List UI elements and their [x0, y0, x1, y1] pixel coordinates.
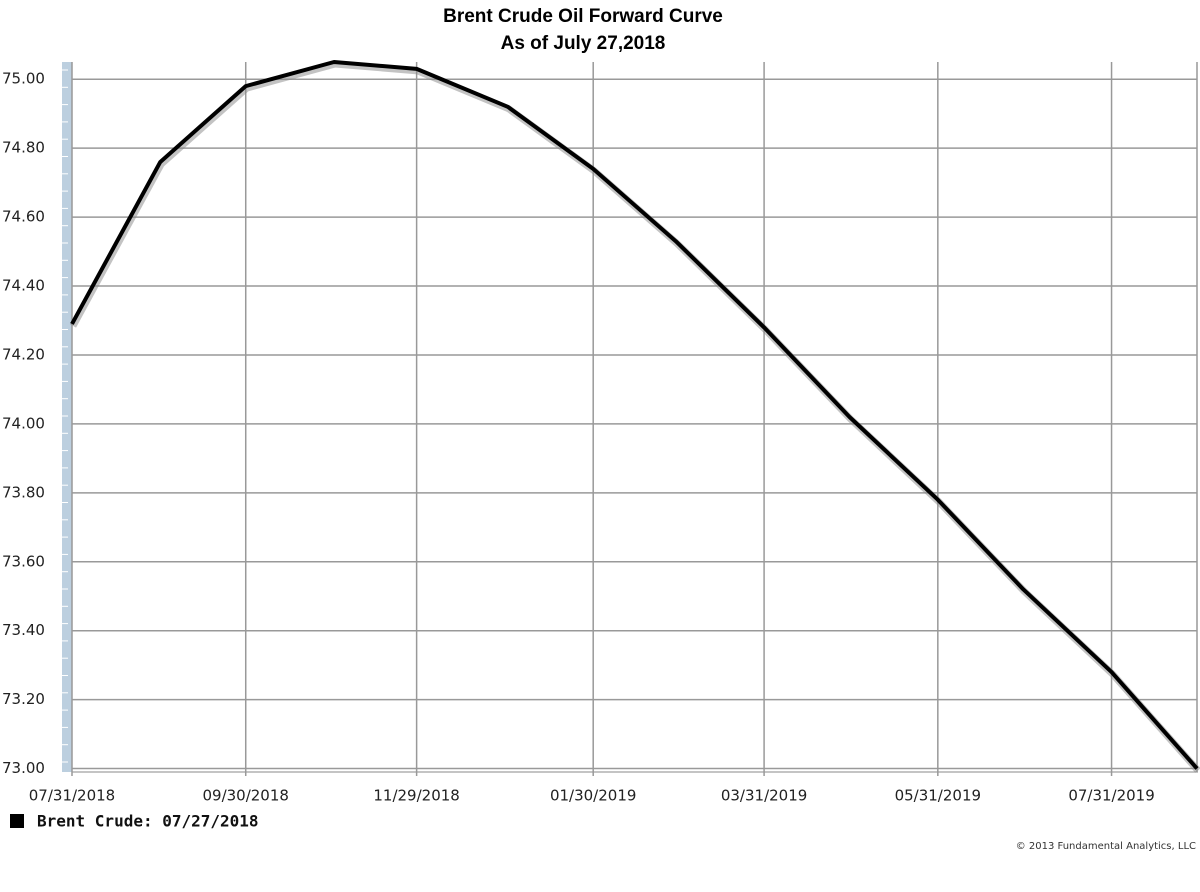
- line-shadow: [69, 60, 1200, 773]
- y-tick-label: 73.40: [2, 621, 45, 639]
- x-tick-label: 01/30/2019: [550, 787, 636, 805]
- y-tick-label: 74.20: [2, 345, 45, 363]
- series-line: [70, 60, 1199, 770]
- y-tick-label: 73.60: [2, 552, 45, 570]
- x-tick-label: 07/31/2018: [29, 787, 115, 805]
- y-axis-band: [62, 62, 72, 772]
- x-tick-label: 05/31/2019: [895, 787, 981, 805]
- x-tick-label: 03/31/2019: [721, 787, 807, 805]
- y-tick-label: 73.80: [2, 483, 45, 501]
- legend-label: Brent Crude: 07/27/2018: [37, 812, 259, 831]
- chart-subtitle: As of July 27,2018: [501, 33, 666, 54]
- chart-title: Brent Crude Oil Forward Curve: [443, 6, 723, 27]
- legend-swatch: [10, 814, 24, 828]
- y-tick-label: 74.40: [2, 277, 45, 295]
- x-tick-label: 11/29/2018: [373, 787, 459, 805]
- y-tick-label: 74.00: [2, 414, 45, 432]
- y-tick-label: 73.20: [2, 690, 45, 708]
- x-tick-label: 07/31/2019: [1068, 787, 1154, 805]
- copyright: © 2013 Fundamental Analytics, LLC: [1016, 841, 1196, 852]
- y-tick-label: 74.80: [2, 139, 45, 157]
- y-tick-label: 73.00: [2, 759, 45, 777]
- x-tick-label: 09/30/2018: [202, 787, 288, 805]
- y-tick-label: 74.60: [2, 208, 45, 226]
- y-tick-label: 75.00: [2, 70, 45, 88]
